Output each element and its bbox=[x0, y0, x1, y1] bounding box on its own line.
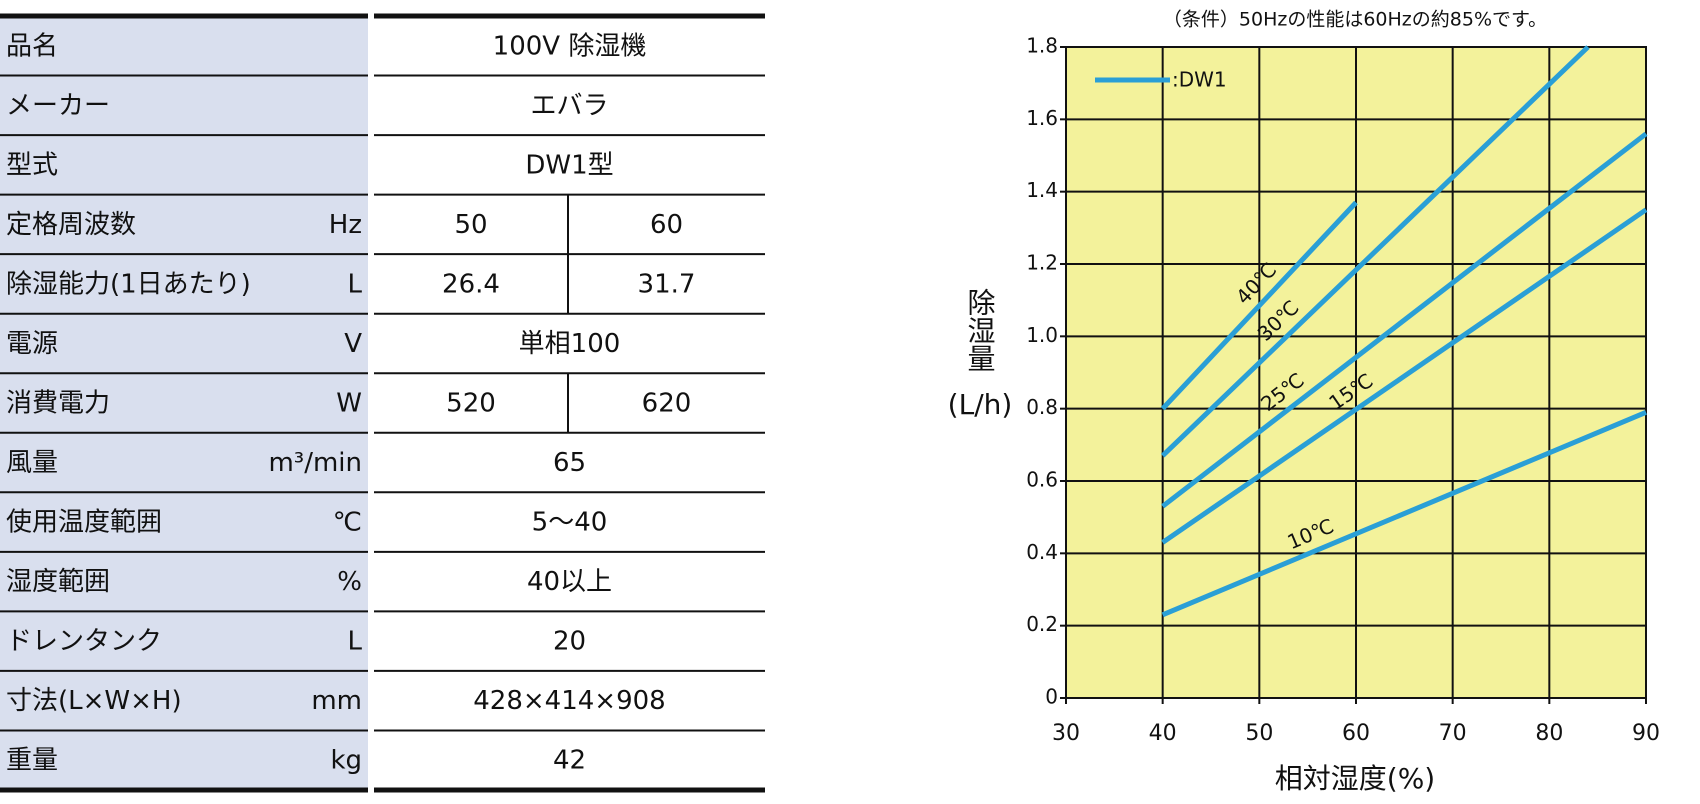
row-unit: L bbox=[348, 269, 363, 299]
row-label: 消費電力 bbox=[6, 389, 110, 419]
data-line bbox=[1161, 409, 1647, 618]
x-tick-label: 40 bbox=[1149, 721, 1177, 746]
y-tick-label: 1.6 bbox=[1026, 106, 1058, 130]
row-value: 26.4 bbox=[442, 269, 500, 299]
x-tick-label: 80 bbox=[1535, 721, 1563, 746]
data-line bbox=[1161, 207, 1648, 545]
label-cell bbox=[0, 135, 368, 195]
row-label: 型式 bbox=[6, 150, 58, 180]
row-label: 除湿能力(1日あたり) bbox=[6, 269, 251, 299]
row-label: 使用温度範囲 bbox=[6, 508, 162, 538]
y-tick-label: 0.2 bbox=[1026, 612, 1058, 636]
row-value: 520 bbox=[446, 389, 496, 419]
row-unit: W bbox=[336, 389, 362, 419]
row-value: 31.7 bbox=[638, 269, 696, 299]
row-value: 5～40 bbox=[532, 508, 608, 538]
row-value: 20 bbox=[553, 627, 586, 657]
x-tick-label: 70 bbox=[1439, 721, 1467, 746]
label-cell bbox=[0, 313, 368, 374]
row-unit: kg bbox=[330, 746, 362, 776]
row-value: エバラ bbox=[530, 91, 608, 121]
label-cell bbox=[0, 670, 368, 731]
row-value: DW1型 bbox=[525, 150, 613, 180]
y-tick-label: 0.8 bbox=[1026, 395, 1058, 419]
label-cell bbox=[0, 730, 368, 790]
x-tick-label: 30 bbox=[1052, 721, 1080, 746]
row-label: 定格周波数 bbox=[6, 210, 136, 240]
y-axis-label: 除湿量 bbox=[964, 288, 997, 372]
row-label: 品名 bbox=[6, 31, 58, 61]
row-unit: % bbox=[337, 567, 362, 597]
row-label: 湿度範囲 bbox=[6, 567, 110, 597]
row-unit: Hz bbox=[329, 210, 362, 240]
row-label: 電源 bbox=[6, 329, 58, 359]
x-tick-label: 90 bbox=[1632, 721, 1660, 746]
row-value: 60 bbox=[650, 210, 683, 240]
y-tick-label: 1.0 bbox=[1026, 323, 1058, 347]
x-axis-label: 相対湿度(%) bbox=[1275, 762, 1435, 795]
label-cell bbox=[0, 16, 368, 76]
chart-title: （条件）50Hzの性能は60Hzの約85%です。 bbox=[1163, 9, 1547, 31]
label-cell bbox=[0, 492, 368, 552]
row-value: 50 bbox=[454, 210, 487, 240]
data-line bbox=[1160, 45, 1590, 458]
y-tick-label: 1.4 bbox=[1026, 178, 1058, 202]
row-label: ドレンタンク bbox=[6, 627, 162, 657]
row-unit: ℃ bbox=[333, 508, 362, 538]
label-cell bbox=[0, 194, 368, 255]
y-tick-label: 0.4 bbox=[1026, 540, 1058, 564]
y-tick-label: 1.8 bbox=[1026, 34, 1058, 58]
legend-label: :DW1 bbox=[1172, 68, 1227, 92]
data-line bbox=[1160, 200, 1358, 411]
label-cell bbox=[0, 254, 368, 314]
row-value: 単相100 bbox=[519, 329, 621, 359]
y-tick-label: 0.6 bbox=[1026, 468, 1058, 492]
label-cell bbox=[0, 611, 368, 671]
row-value: 100V 除湿機 bbox=[493, 31, 647, 61]
row-unit: mm bbox=[311, 686, 362, 716]
y-tick-label: 1.2 bbox=[1026, 251, 1058, 275]
row-value: 65 bbox=[553, 448, 586, 478]
label-cell bbox=[0, 75, 368, 136]
row-label: 重量 bbox=[6, 746, 58, 776]
x-tick-label: 50 bbox=[1245, 721, 1273, 746]
row-value: 428×414×908 bbox=[473, 686, 665, 716]
row-value: 42 bbox=[553, 746, 586, 776]
label-cell bbox=[0, 373, 368, 433]
y-axis-unit: (L/h) bbox=[948, 388, 1013, 421]
row-value: 620 bbox=[642, 389, 692, 419]
y-tick-label: 0 bbox=[1045, 685, 1058, 709]
row-unit: V bbox=[344, 329, 362, 359]
label-cell bbox=[0, 432, 368, 493]
row-label: 寸法(L×W×H) bbox=[6, 686, 182, 716]
label-cell bbox=[0, 551, 368, 612]
row-unit: m³/min bbox=[268, 448, 362, 478]
row-label: メーカー bbox=[6, 91, 110, 121]
row-value: 40以上 bbox=[527, 567, 612, 597]
x-tick-label: 60 bbox=[1342, 721, 1370, 746]
data-line bbox=[1161, 131, 1648, 509]
row-label: 風量 bbox=[6, 448, 58, 478]
plot-frame bbox=[1065, 46, 1647, 699]
row-unit: L bbox=[348, 627, 363, 657]
